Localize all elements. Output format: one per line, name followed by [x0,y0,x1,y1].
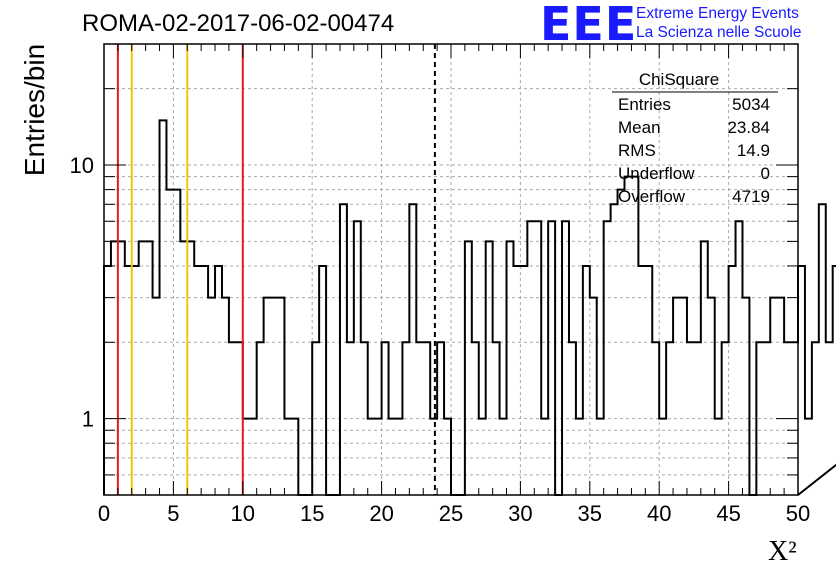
reference-lines [116,44,436,495]
x-tick-label: 20 [369,501,393,526]
y-tick-labels: 1 10 [70,153,94,432]
eee-logo-mark: EEE [540,0,638,51]
y-tick-label: 10 [70,153,94,178]
eee-logo-text: Extreme Energy Events La Scienza nelle S… [636,4,801,42]
logo-line-2: La Scienza nelle Scuole [636,24,802,41]
y-tick-label: 1 [82,407,94,432]
stats-value: 23.84 [727,118,770,137]
stats-label: Overflow [618,187,686,206]
stats-value: 4719 [732,187,770,206]
stats-label: Entries [618,95,671,114]
x-tick-label: 30 [508,501,532,526]
plot-title: ROMA-02-2017-06-02-00474 [82,10,395,37]
stats-label: Mean [618,118,661,137]
x-tick-label: 0 [98,501,110,526]
stats-value: 0 [761,164,770,183]
x-tick-label: 45 [716,501,740,526]
x-axis-title-text: X² [768,536,797,567]
y-axis-title-text: Entries/bin [19,43,50,177]
x-tick-label: 35 [578,501,602,526]
x-tick-label: 40 [647,501,671,526]
x-axis-title: X² [768,536,797,568]
histogram-outline [103,119,836,496]
x-tick-label: 50 [786,501,810,526]
stats-value: 5034 [732,95,770,114]
stats-rows: Entries 5034 Mean 23.84 RMS 14.9 Underflow 0 Ove… [618,95,770,206]
x-tick-label: 25 [439,501,463,526]
stats-label: Underflow [618,164,695,183]
x-tick-label: 10 [231,501,255,526]
stats-box: ChiSquare Entries 5034 Mean 23.84 RMS 14.9 Und… [612,70,778,206]
histogram-series [103,119,836,496]
stats-value: 14.9 [737,141,770,160]
x-tick-label: 5 [167,501,179,526]
x-tick-labels: 0 5 10 15 20 25 30 35 40 45 50 [98,501,810,526]
stats-label: RMS [618,141,656,160]
axis-ticks [103,43,799,496]
stats-box-title: ChiSquare [639,70,719,89]
logo-line-1: Extreme Energy Events [636,5,799,22]
x-tick-label: 15 [300,501,324,526]
